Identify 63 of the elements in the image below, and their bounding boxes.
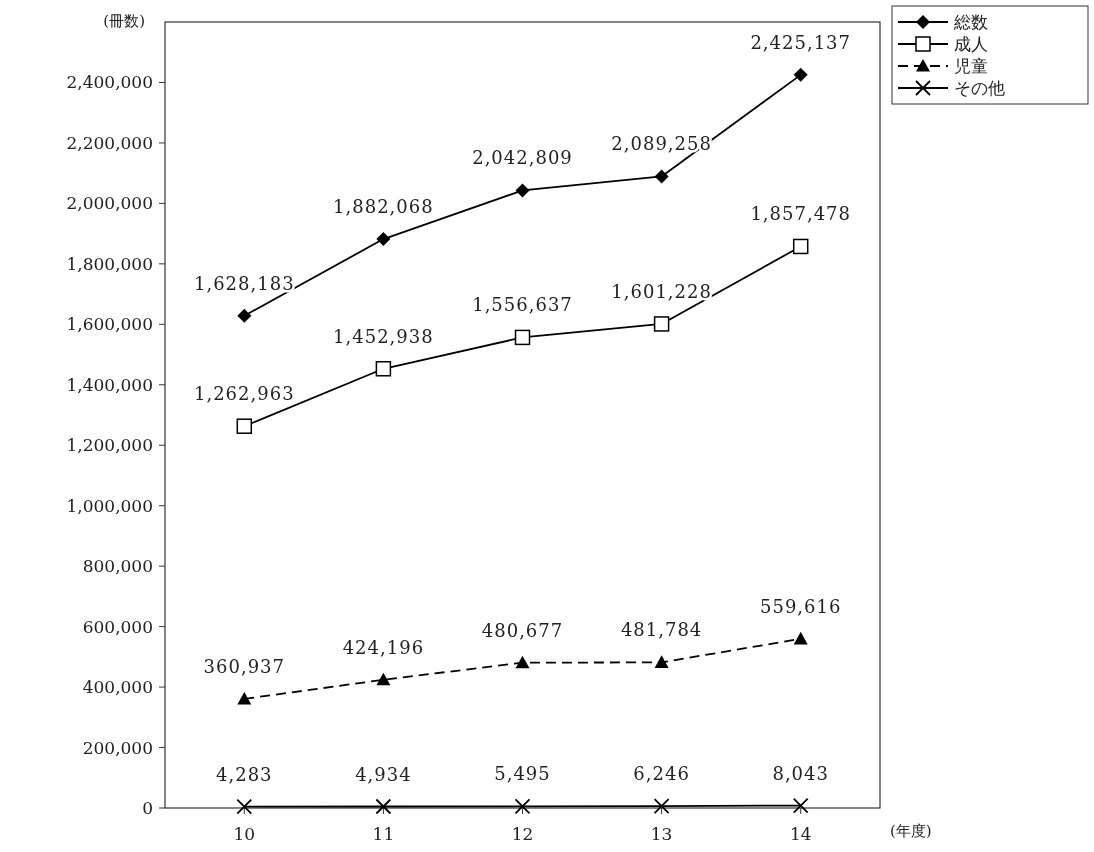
y-tick-label: 1,200,000 bbox=[66, 435, 153, 456]
y-tick-label: 1,400,000 bbox=[66, 374, 153, 395]
y-tick-label: 400,000 bbox=[82, 677, 153, 698]
point bbox=[375, 361, 392, 377]
x-tick-label: 14 bbox=[789, 824, 812, 844]
data-label: 4,283 bbox=[216, 763, 273, 785]
point bbox=[237, 691, 252, 705]
point bbox=[793, 631, 808, 645]
point bbox=[376, 232, 391, 247]
data-label: 1,556,637 bbox=[472, 294, 573, 316]
data-label: 6,246 bbox=[633, 763, 690, 785]
point bbox=[792, 238, 809, 255]
point bbox=[514, 329, 531, 346]
point bbox=[654, 169, 669, 184]
data-label: 424,196 bbox=[342, 636, 425, 658]
point bbox=[236, 798, 253, 815]
point bbox=[376, 672, 391, 686]
data-label: 2,425,137 bbox=[750, 31, 852, 53]
x-tick-label: 13 bbox=[650, 824, 673, 844]
point bbox=[653, 798, 670, 815]
x-tick-label: 11 bbox=[372, 824, 395, 844]
y-tick-label: 800,000 bbox=[82, 556, 153, 577]
y-tick-label: 2,200,000 bbox=[66, 132, 153, 153]
y-tick-label: 600,000 bbox=[82, 616, 153, 637]
y-tick-label: 1,000,000 bbox=[66, 495, 153, 516]
data-label: 480,677 bbox=[481, 619, 564, 641]
data-label: 8,043 bbox=[772, 762, 829, 784]
data-label: 481,784 bbox=[620, 619, 703, 641]
y-tick-label: 1,600,000 bbox=[66, 314, 153, 335]
data-label: 559,616 bbox=[759, 595, 842, 617]
data-label: 1,857,478 bbox=[750, 203, 852, 225]
legend-label: 児童 bbox=[954, 56, 988, 76]
legend-label: 総数 bbox=[953, 12, 988, 32]
y-tick-label: 2,400,000 bbox=[66, 72, 153, 93]
point bbox=[654, 655, 669, 668]
x-tick-label: 10 bbox=[233, 824, 256, 844]
data-label: 5,495 bbox=[494, 763, 551, 785]
x-tick-label: 12 bbox=[511, 824, 534, 844]
y-tick-label: 2,000,000 bbox=[66, 193, 153, 214]
point bbox=[237, 308, 252, 323]
x-axis-title: (年度) bbox=[890, 822, 932, 840]
point bbox=[515, 183, 530, 198]
data-label: 1,882,068 bbox=[333, 196, 434, 218]
legend-label: その他 bbox=[954, 78, 1005, 98]
point bbox=[792, 797, 809, 814]
y-tick-label: 0 bbox=[142, 798, 153, 818]
data-label: 1,452,938 bbox=[333, 325, 434, 347]
legend-label: 成人 bbox=[954, 34, 988, 54]
data-label: 360,937 bbox=[203, 655, 286, 677]
point bbox=[375, 798, 392, 815]
data-label: 1,262,963 bbox=[193, 383, 295, 405]
data-label: 2,042,809 bbox=[472, 147, 573, 169]
y-tick-label: 200,000 bbox=[82, 737, 153, 758]
data-label: 1,628,183 bbox=[193, 272, 295, 294]
point bbox=[793, 67, 808, 82]
point bbox=[515, 655, 530, 669]
point bbox=[236, 418, 253, 434]
y-tick-label: 1,800,000 bbox=[66, 253, 153, 274]
data-label: 1,601,228 bbox=[611, 280, 712, 302]
point bbox=[653, 316, 670, 332]
point bbox=[514, 798, 531, 815]
data-label: 4,934 bbox=[355, 763, 412, 785]
y-axis-title: (冊数) bbox=[103, 12, 145, 30]
